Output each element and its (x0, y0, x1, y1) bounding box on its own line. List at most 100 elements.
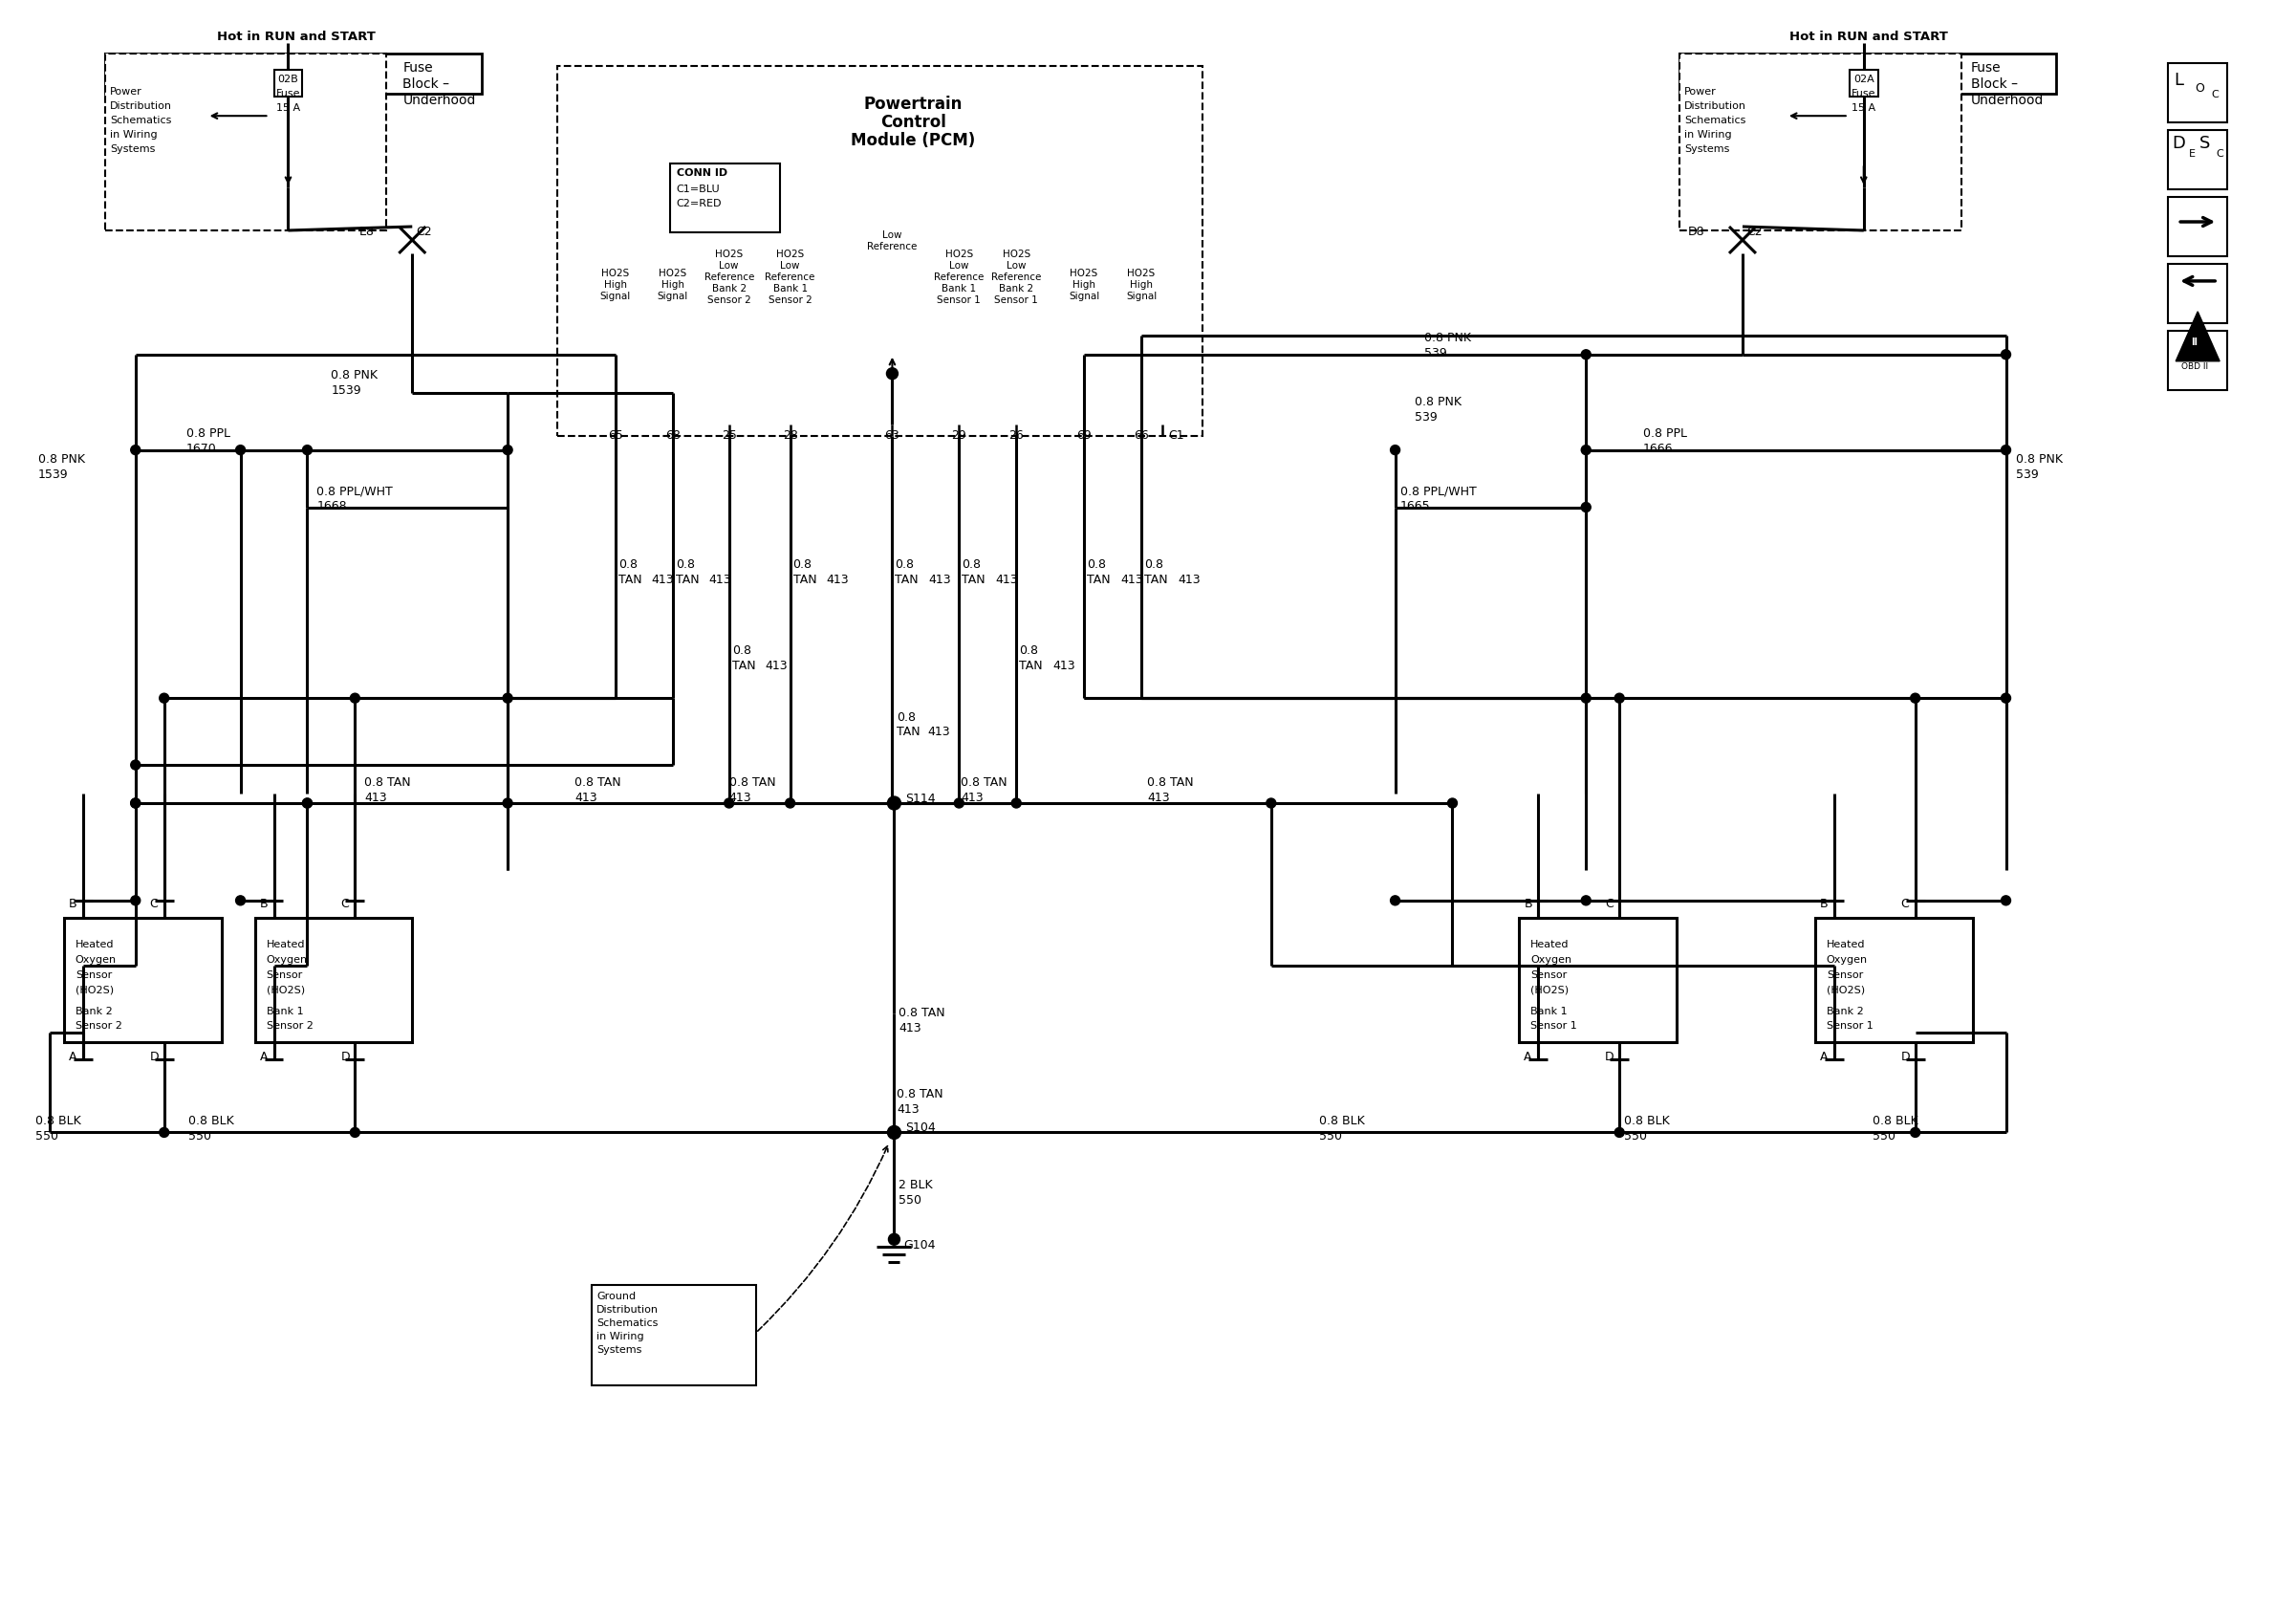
Text: 413: 413 (709, 574, 732, 586)
Text: C: C (2216, 150, 2223, 159)
Text: Signal: Signal (599, 292, 631, 301)
Text: II: II (2190, 337, 2197, 346)
Text: 15 A: 15 A (276, 103, 301, 113)
Bar (106, 53, 482, 93)
Text: Distribution: Distribution (110, 101, 172, 111)
Text: Oxygen: Oxygen (1828, 955, 1867, 965)
Text: Fuse: Fuse (1970, 61, 2000, 74)
Text: Reference: Reference (705, 272, 753, 282)
Text: in Wiring: in Wiring (1685, 130, 1731, 140)
Text: TAN: TAN (898, 725, 921, 738)
Text: L: L (2174, 72, 2183, 89)
Text: Oxygen: Oxygen (76, 955, 117, 965)
Text: Bank 1: Bank 1 (1531, 1007, 1568, 1017)
Circle shape (889, 1234, 900, 1245)
Bar (1848, 69, 1878, 97)
Text: Sensor 1: Sensor 1 (1531, 1021, 1577, 1031)
Text: Bank 2: Bank 2 (76, 1007, 113, 1017)
Text: Power: Power (1685, 87, 1717, 97)
Text: Heated: Heated (1531, 939, 1570, 949)
Text: 0.8 TAN: 0.8 TAN (365, 777, 411, 788)
Text: 0.8: 0.8 (675, 559, 696, 570)
Text: 550: 550 (1871, 1129, 1894, 1142)
Text: High: High (661, 280, 684, 290)
Text: E8: E8 (358, 226, 374, 238)
Text: 413: 413 (900, 1021, 921, 1034)
Bar (558, 66, 1203, 435)
Text: A: A (1821, 1050, 1828, 1063)
Text: 68: 68 (666, 430, 680, 441)
Circle shape (1582, 445, 1591, 454)
Text: Bank 2: Bank 2 (999, 284, 1033, 293)
Text: Low: Low (719, 261, 739, 271)
Text: Module (PCM): Module (PCM) (852, 132, 976, 150)
Text: Bank 1: Bank 1 (774, 284, 808, 293)
Circle shape (236, 445, 246, 454)
Text: 1668: 1668 (317, 499, 347, 512)
Text: 0.8 PNK: 0.8 PNK (1414, 396, 1460, 409)
Text: Sensor: Sensor (266, 970, 303, 979)
Text: C2=RED: C2=RED (677, 198, 721, 208)
Text: Systems: Systems (110, 145, 156, 155)
Circle shape (158, 1128, 170, 1137)
Bar (106, 53, 386, 230)
Text: B: B (1821, 897, 1828, 910)
Text: 413: 413 (928, 574, 951, 586)
Text: 0.8 TAN: 0.8 TAN (1148, 777, 1194, 788)
Bar (1816, 918, 1972, 1042)
Text: HO2S: HO2S (714, 250, 744, 259)
Text: 1670: 1670 (186, 443, 216, 456)
Circle shape (1449, 799, 1458, 807)
Text: C1: C1 (1169, 430, 1185, 441)
Text: High: High (604, 280, 627, 290)
Text: Schematics: Schematics (110, 116, 172, 126)
Text: D: D (149, 1050, 158, 1063)
Text: Sensor 2: Sensor 2 (707, 295, 751, 304)
Text: Signal: Signal (1125, 292, 1157, 301)
Circle shape (2002, 350, 2011, 359)
Text: Reference: Reference (934, 272, 985, 282)
Bar (2167, 264, 2227, 322)
Text: Heated: Heated (76, 939, 115, 949)
Text: 550: 550 (1318, 1129, 1341, 1142)
Circle shape (1267, 799, 1277, 807)
Text: TAN: TAN (675, 574, 700, 586)
Text: HO2S: HO2S (1003, 250, 1031, 259)
Text: O: O (2195, 82, 2204, 95)
Text: 0.8 PNK: 0.8 PNK (331, 369, 379, 382)
Text: 0.8 PNK: 0.8 PNK (2016, 453, 2062, 466)
Circle shape (1614, 1128, 1623, 1137)
Text: Hot in RUN and START: Hot in RUN and START (1789, 31, 1947, 43)
Text: Ground: Ground (597, 1292, 636, 1302)
Text: 0.8 BLK: 0.8 BLK (34, 1115, 80, 1128)
Text: Sensor 2: Sensor 2 (769, 295, 813, 304)
Text: 0.8 BLK: 0.8 BLK (188, 1115, 234, 1128)
Text: 550: 550 (34, 1129, 57, 1142)
Text: 413: 413 (652, 574, 675, 586)
Text: Hot in RUN and START: Hot in RUN and START (216, 31, 374, 43)
Bar (64, 918, 220, 1042)
Text: Bank 1: Bank 1 (941, 284, 976, 293)
Text: Control: Control (879, 114, 946, 130)
Text: Signal: Signal (1068, 292, 1100, 301)
Text: Reference: Reference (765, 272, 815, 282)
Bar (273, 69, 303, 97)
Text: 539: 539 (2016, 469, 2039, 482)
Text: Sensor 1: Sensor 1 (937, 295, 980, 304)
Circle shape (351, 1128, 360, 1137)
Circle shape (236, 896, 246, 905)
Text: 0.8 PPL/WHT: 0.8 PPL/WHT (317, 485, 393, 498)
Text: TAN: TAN (618, 574, 643, 586)
Circle shape (131, 799, 140, 807)
Text: 550: 550 (900, 1194, 923, 1207)
Text: Sensor 2: Sensor 2 (266, 1021, 312, 1031)
Text: 28: 28 (783, 430, 797, 441)
Text: C2: C2 (416, 226, 432, 238)
Text: 550: 550 (1623, 1129, 1646, 1142)
Text: 539: 539 (1424, 348, 1446, 359)
Text: Schematics: Schematics (1685, 116, 1745, 126)
Text: CONN ID: CONN ID (677, 169, 728, 177)
Text: 539: 539 (1414, 411, 1437, 424)
Text: Oxygen: Oxygen (266, 955, 308, 965)
Circle shape (303, 799, 312, 807)
